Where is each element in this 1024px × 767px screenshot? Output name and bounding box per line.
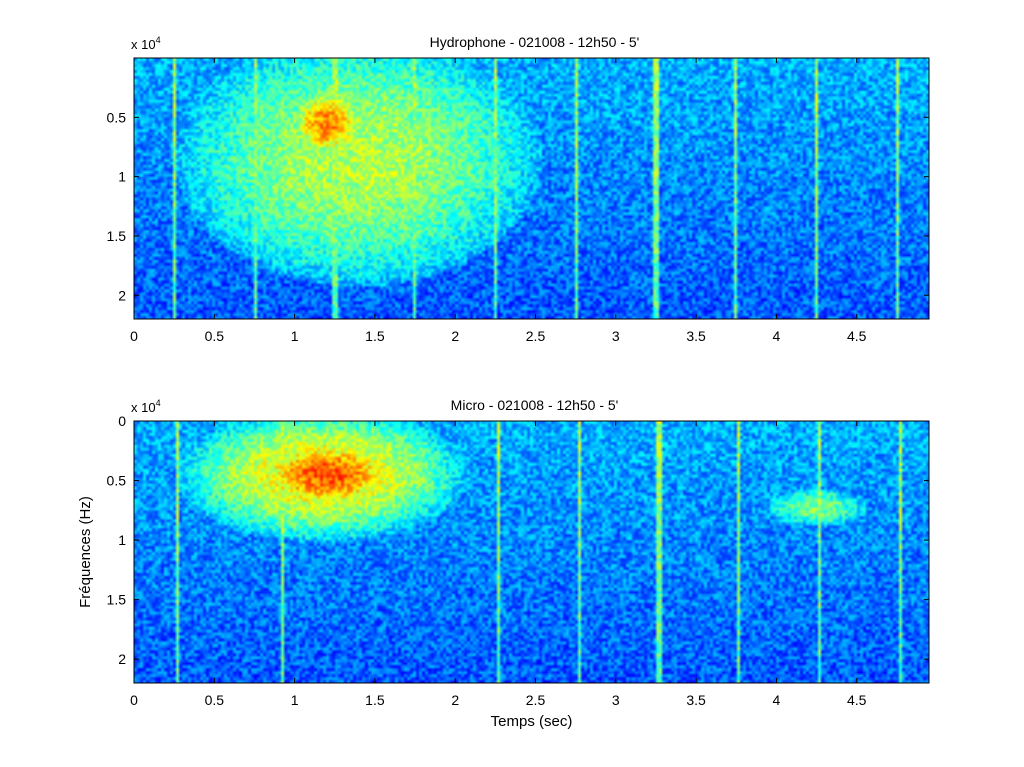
x-tick-label: 3 (612, 328, 620, 344)
y-multiplier: x 104 (131, 398, 161, 415)
x-tick-label: 1 (291, 692, 299, 708)
x-tick-label: 0.5 (205, 692, 225, 708)
y-axis-ticks: 0 0.5 1 1.5 2 (107, 413, 929, 667)
x-axis-ticks: 0 0.5 1 1.5 2 2.5 3 3.5 4 4.5 (130, 421, 867, 708)
x-tick-label: 1.5 (365, 692, 385, 708)
x-axis-label: Temps (sec) (491, 713, 573, 730)
x-tick-label: 2 (451, 328, 459, 344)
spectrogram-micro: Micro - 021008 - 12h50 - 5' x 104 0 0.5 1 1… (77, 397, 930, 730)
x-tick-label: 2 (451, 692, 459, 708)
y-axis-label: Fréquences (Hz) (77, 496, 94, 608)
y-tick-label: 1.5 (107, 592, 127, 608)
x-tick-label: 2.5 (526, 328, 546, 344)
x-axis-ticks: 0 0.5 1 1.5 2 2.5 3 3.5 4 4.5 (130, 58, 867, 344)
x-tick-label: 4.5 (847, 692, 867, 708)
plot-frame (133, 420, 930, 684)
x-tick-label: 0.5 (205, 328, 225, 344)
x-tick-label: 4.5 (847, 328, 867, 344)
y-axis-ticks: 0.5 1 1.5 2 (107, 109, 929, 303)
y-tick-label: 0.5 (107, 473, 127, 489)
spectrogram-hydrophone: Hydrophone - 021008 - 12h50 - 5' x 104 0… (107, 34, 930, 344)
y-tick-label: 1.5 (107, 228, 127, 244)
y-tick-label: 2 (118, 287, 126, 303)
x-tick-label: 4 (773, 328, 781, 344)
plot-title: Hydrophone - 021008 - 12h50 - 5' (430, 34, 640, 50)
y-tick-label: 1 (118, 532, 126, 548)
y-multiplier: x 104 (131, 35, 161, 52)
x-tick-label: 4 (773, 692, 781, 708)
y-multiplier-base: x 10 (131, 37, 156, 52)
y-tick-label: 0.5 (107, 109, 127, 125)
x-tick-label: 2.5 (526, 692, 546, 708)
y-tick-label: 2 (118, 651, 126, 667)
x-tick-label: 3.5 (686, 692, 706, 708)
plot-title: Micro - 021008 - 12h50 - 5' (451, 397, 619, 413)
y-multiplier-exponent: 4 (156, 398, 161, 408)
heatmap-image (134, 58, 929, 319)
y-tick-label: 1 (118, 169, 126, 185)
x-tick-label: 0 (130, 692, 138, 708)
y-tick-label: 0 (118, 413, 126, 429)
x-tick-label: 1 (291, 328, 299, 344)
x-tick-label: 1.5 (365, 328, 385, 344)
x-tick-label: 0 (130, 328, 138, 344)
plot-frame (133, 57, 930, 320)
x-tick-label: 3.5 (686, 328, 706, 344)
y-multiplier-base: x 10 (131, 400, 156, 415)
y-multiplier-exponent: 4 (156, 35, 161, 45)
heatmap-image (134, 421, 929, 683)
x-tick-label: 3 (612, 692, 620, 708)
